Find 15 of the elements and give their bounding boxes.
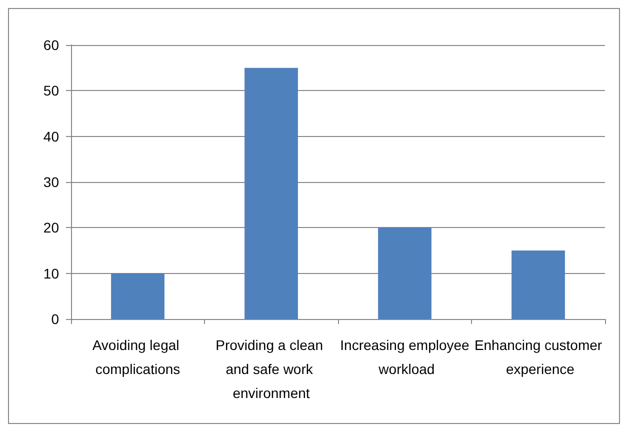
bar — [111, 273, 164, 319]
x-tick-label: Avoiding legal complications — [92, 337, 184, 377]
y-tick-label: 10 — [43, 265, 60, 282]
x-tick-label: Enhancing customer experience — [474, 337, 602, 377]
x-tick-label: Increasing employee workload — [340, 337, 470, 377]
bar — [244, 68, 298, 319]
y-tick-label: 50 — [43, 82, 60, 99]
bar — [378, 228, 432, 319]
y-tick-label: 0 — [51, 311, 60, 327]
y-tick-label: 60 — [43, 37, 60, 53]
y-tick-label: 30 — [43, 174, 60, 190]
bar — [512, 250, 565, 319]
y-tick-label: 20 — [43, 220, 60, 236]
y-tick-label: 40 — [43, 128, 60, 144]
x-tick-label: Providing a clean and safe work environment — [216, 337, 327, 401]
